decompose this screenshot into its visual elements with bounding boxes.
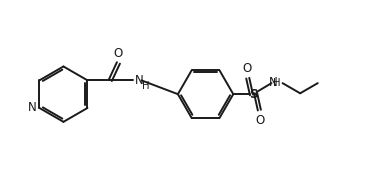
Text: O: O: [114, 47, 123, 60]
Text: N: N: [28, 102, 37, 114]
Text: O: O: [242, 61, 252, 74]
Text: N: N: [135, 74, 144, 87]
Text: N: N: [269, 76, 278, 89]
Text: S: S: [249, 88, 258, 101]
Text: O: O: [256, 114, 265, 127]
Text: H: H: [142, 81, 149, 91]
Text: H: H: [273, 78, 281, 88]
